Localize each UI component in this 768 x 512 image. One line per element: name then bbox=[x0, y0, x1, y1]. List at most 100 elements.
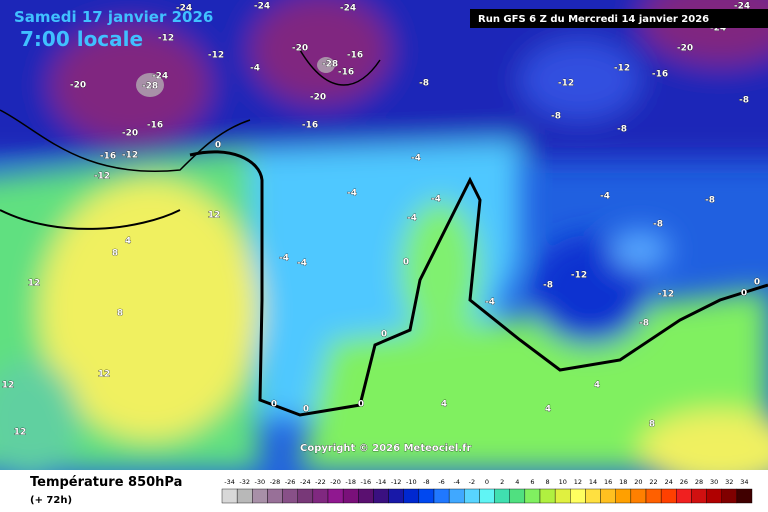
scale-swatch bbox=[267, 488, 283, 504]
scale-label: 34 bbox=[740, 478, 748, 486]
color-scale: -34 -32 -30 -28 -26 -24 -22 -20 -18 -16 -14 -12 -10-… bbox=[221, 478, 753, 504]
contour-label: 0 bbox=[381, 330, 387, 340]
contour-label: -16 bbox=[302, 121, 318, 131]
scale-label: 6 bbox=[530, 478, 534, 486]
scale-label: 4 bbox=[515, 478, 519, 486]
scale-label: 32 bbox=[725, 478, 733, 486]
contour-label: -8 bbox=[739, 96, 749, 106]
contour-label: 0 bbox=[271, 400, 277, 410]
scale-label: -4 bbox=[453, 478, 459, 486]
contour-label: -24 bbox=[710, 24, 726, 34]
scale-swatch bbox=[524, 488, 541, 504]
scale-label: 20 bbox=[634, 478, 642, 486]
scale-label: -18 bbox=[345, 478, 356, 486]
contour-label: -8 bbox=[419, 79, 429, 89]
scale-swatch bbox=[706, 488, 722, 504]
run-box bbox=[470, 9, 768, 28]
scale-label: 16 bbox=[604, 478, 612, 486]
contour-label: -20 bbox=[310, 93, 326, 103]
contour-label: -4 bbox=[250, 64, 260, 74]
contour-label: 0 bbox=[403, 258, 409, 268]
contour-label: -4 bbox=[407, 214, 417, 224]
contour-label: 4 bbox=[125, 237, 131, 247]
contour-labels: -24 -24 -24 -24-12-20-16-28-16-24-20 -28-16-… bbox=[1, 1, 760, 438]
contour-label: -20 bbox=[70, 81, 86, 91]
scale-label: 24 bbox=[665, 478, 673, 486]
contour-label: 4 bbox=[441, 400, 447, 410]
zero-contour bbox=[189, 150, 768, 417]
scale-label: -16 bbox=[361, 478, 372, 486]
scale-label: -34 bbox=[224, 478, 235, 486]
scale-label: 28 bbox=[695, 478, 703, 486]
contour-label: -12 bbox=[122, 151, 138, 161]
scale-label: -6 bbox=[438, 478, 444, 486]
scale-label: -22 bbox=[315, 478, 326, 486]
contour-label: -12 bbox=[208, 51, 224, 61]
scale-swatch bbox=[388, 488, 404, 504]
scale-swatch bbox=[448, 488, 465, 504]
scale-swatch bbox=[691, 488, 707, 504]
scale-swatch bbox=[721, 488, 738, 504]
contour-label: -16 bbox=[147, 121, 163, 131]
contour bbox=[0, 209, 181, 230]
contour-label: 0 bbox=[215, 141, 221, 151]
contour-label: 4 bbox=[594, 381, 600, 391]
contour-label: 4 bbox=[545, 405, 551, 415]
contour-label: 8 bbox=[117, 309, 123, 319]
contour-label: -8 bbox=[617, 125, 627, 135]
contour-label: -4 bbox=[600, 192, 610, 202]
scale-swatch bbox=[221, 488, 238, 504]
contour-label: -12 bbox=[658, 290, 674, 300]
scale-label: -28 bbox=[270, 478, 281, 486]
contour-label: -24 bbox=[340, 4, 356, 14]
scale-swatch bbox=[585, 488, 601, 504]
scale-swatch bbox=[433, 488, 450, 504]
scale-label: 10 bbox=[559, 478, 567, 486]
scale-label: -20 bbox=[330, 478, 341, 486]
scale-swatch bbox=[676, 488, 692, 504]
contour-label: -8 bbox=[653, 220, 663, 230]
scale-label: 2 bbox=[500, 478, 504, 486]
scale-label: -2 bbox=[469, 478, 475, 486]
contour-label: -4 bbox=[485, 298, 495, 308]
contour-label: -16 bbox=[100, 152, 116, 162]
scale-label: 8 bbox=[546, 478, 550, 486]
contour-label: -12 bbox=[571, 271, 587, 281]
scale-label: 14 bbox=[589, 478, 597, 486]
footer-lead: (+ 72h) bbox=[30, 495, 72, 506]
contour-label: -4 bbox=[411, 154, 421, 164]
scale-swatch bbox=[736, 488, 753, 504]
contour-label: 8 bbox=[649, 420, 655, 430]
contour-label: -20 bbox=[677, 44, 693, 54]
scale-swatch bbox=[418, 488, 435, 504]
contour-label: -4 bbox=[347, 189, 357, 199]
contour-label: -24 bbox=[176, 4, 192, 14]
scale-swatch bbox=[600, 488, 616, 504]
contour-label: -4 bbox=[279, 254, 289, 264]
scale-swatch bbox=[479, 488, 495, 504]
contour-label: 0 bbox=[358, 400, 364, 410]
scale-label: -14 bbox=[376, 478, 387, 486]
contour-label: -16 bbox=[652, 70, 668, 80]
scale-label: 12 bbox=[574, 478, 582, 486]
contour-label: 12 bbox=[28, 279, 41, 289]
contour-label: -24 bbox=[734, 2, 750, 12]
contour-label: -20 bbox=[122, 129, 138, 139]
scale-swatch bbox=[327, 488, 344, 504]
contour-label: -12 bbox=[614, 64, 630, 74]
scale-label: -12 bbox=[391, 478, 402, 486]
scale-label: 0 bbox=[485, 478, 489, 486]
scale-swatch bbox=[494, 488, 510, 504]
scale-label: 22 bbox=[649, 478, 657, 486]
scale-swatch bbox=[554, 488, 571, 504]
contour-label: 12 bbox=[2, 381, 15, 391]
contour-label: -24 bbox=[254, 2, 270, 12]
scale-label: -30 bbox=[255, 478, 266, 486]
scale-label: -10 bbox=[406, 478, 417, 486]
scale-swatch bbox=[660, 488, 677, 504]
contour-label: -12 bbox=[558, 79, 574, 89]
contour-label: 12 bbox=[98, 370, 111, 380]
scale-label: -8 bbox=[423, 478, 429, 486]
